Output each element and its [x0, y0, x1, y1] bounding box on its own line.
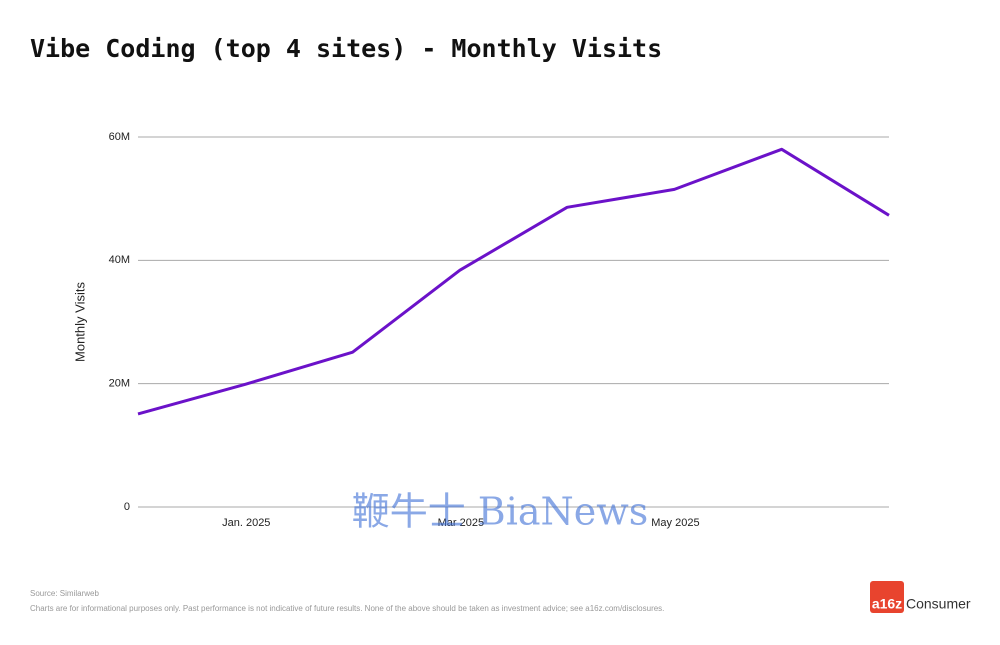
disclaimer: Charts are for informational purposes on… — [30, 604, 664, 613]
logo: a16z — [872, 596, 902, 612]
y-tick-label: 60M — [109, 131, 130, 143]
chart-title: Vibe Coding (top 4 sites) - Monthly Visi… — [30, 34, 662, 63]
y-axis-label: Monthly Visits — [72, 282, 87, 362]
watermark: 鞭牛士 BiaNews — [352, 490, 649, 534]
source: Source: Similarweb — [30, 589, 99, 598]
y-tick-label: 0 — [124, 501, 130, 513]
x-tick-label: May 2025 — [651, 517, 699, 529]
logo-box — [870, 581, 904, 613]
line-series — [137, 147, 890, 416]
brand: Consumer — [906, 596, 971, 612]
x-tick-label: Jan. 2025 — [222, 517, 270, 529]
y-tick-label: 20M — [109, 378, 130, 390]
y-tick-label: 40M — [109, 254, 130, 266]
x-tick-label: Mar 2025 — [438, 517, 484, 529]
